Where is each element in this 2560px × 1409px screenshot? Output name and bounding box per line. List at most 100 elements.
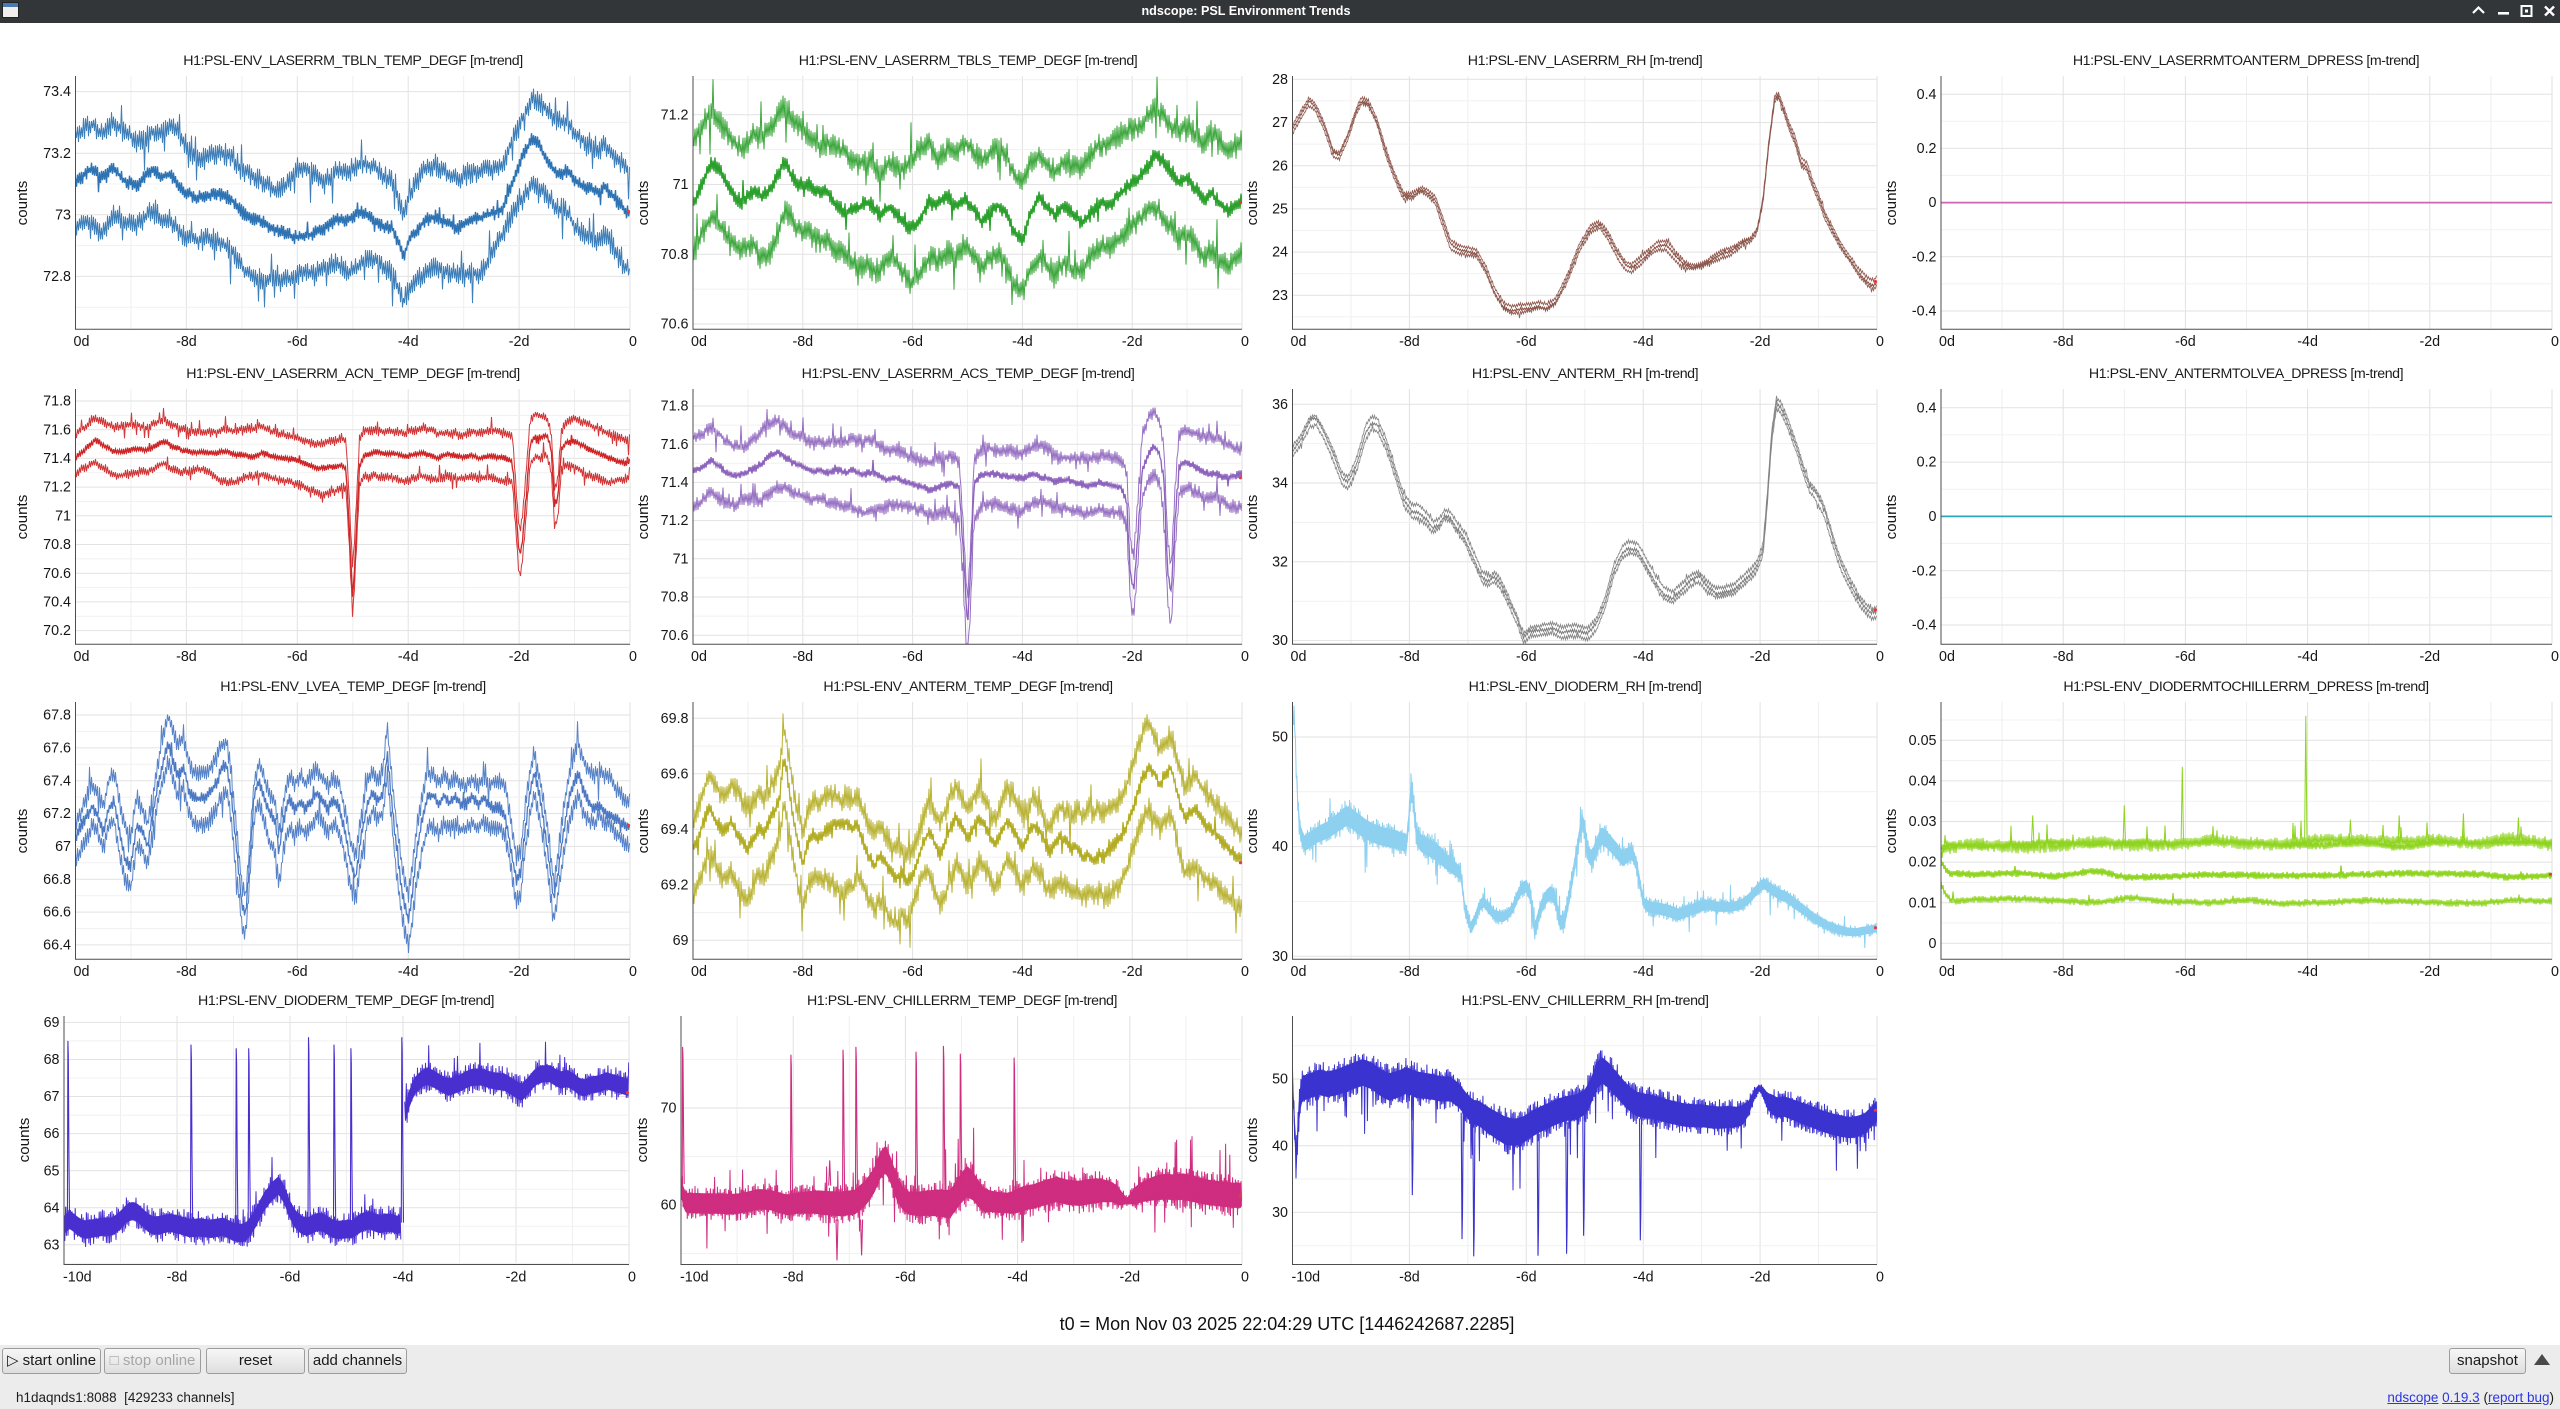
svg-text:-4d: -4d — [398, 334, 419, 350]
svg-text:0d: 0d — [1939, 649, 1955, 665]
svg-text:73.4: 73.4 — [43, 84, 71, 100]
svg-text:-6d: -6d — [895, 1270, 916, 1286]
svg-text:-4d: -4d — [1012, 334, 1033, 350]
svg-text:0: 0 — [1876, 649, 1884, 665]
svg-text:67.6: 67.6 — [43, 741, 71, 757]
svg-text:25: 25 — [1272, 202, 1288, 218]
svg-text:23: 23 — [1272, 288, 1288, 304]
svg-text:H1:PSL-ENV_CHILLERRM_RH [m-tre: H1:PSL-ENV_CHILLERRM_RH [m-trend] — [1462, 993, 1709, 1009]
svg-text:71.8: 71.8 — [661, 399, 689, 415]
svg-text:0: 0 — [1876, 1270, 1884, 1286]
svg-text:t0 = Mon Nov 03 2025 22:04:29: t0 = Mon Nov 03 2025 22:04:29 UTC [14462… — [1060, 1314, 1515, 1334]
svg-text:-6d: -6d — [287, 649, 308, 665]
svg-text:69.8: 69.8 — [661, 711, 689, 727]
svg-text:-10d: -10d — [63, 1270, 92, 1286]
svg-text:H1:PSL-ENV_CHILLERRM_TEMP_DEGF: H1:PSL-ENV_CHILLERRM_TEMP_DEGF [m-trend] — [807, 993, 1117, 1009]
svg-text:-2d: -2d — [2419, 964, 2440, 980]
svg-text:0: 0 — [629, 334, 637, 350]
svg-text:-0.2: -0.2 — [1912, 563, 1937, 579]
svg-text:36: 36 — [1272, 397, 1288, 413]
svg-text:70.8: 70.8 — [661, 247, 689, 263]
svg-text:counts: counts — [16, 1117, 33, 1162]
svg-text:-4d: -4d — [1012, 649, 1033, 665]
svg-text:67.4: 67.4 — [43, 773, 71, 789]
svg-text:50: 50 — [1272, 730, 1288, 746]
svg-text:0.04: 0.04 — [1909, 774, 1937, 790]
svg-text:0: 0 — [1241, 334, 1249, 350]
svg-text:70: 70 — [661, 1101, 677, 1117]
svg-text:67: 67 — [44, 1089, 60, 1105]
svg-text:-2d: -2d — [1122, 334, 1143, 350]
svg-text:71: 71 — [673, 177, 689, 193]
svg-text:-8d: -8d — [176, 649, 197, 665]
svg-text:32: 32 — [1272, 554, 1288, 570]
svg-text:69: 69 — [44, 1015, 60, 1031]
svg-text:73: 73 — [55, 207, 71, 223]
svg-text:-6d: -6d — [902, 334, 923, 350]
svg-text:0d: 0d — [1291, 964, 1307, 980]
svg-text:-8d: -8d — [1399, 649, 1420, 665]
svg-text:-10d: -10d — [1292, 1270, 1321, 1286]
svg-text:71: 71 — [673, 551, 689, 567]
svg-text:-2d: -2d — [509, 649, 530, 665]
svg-text:counts: counts — [1244, 180, 1261, 225]
svg-text:-6d: -6d — [1516, 649, 1537, 665]
svg-text:0d: 0d — [691, 334, 707, 350]
svg-text:-8d: -8d — [792, 334, 813, 350]
svg-text:0d: 0d — [1939, 334, 1955, 350]
svg-text:0: 0 — [1876, 334, 1884, 350]
svg-text:-0.2: -0.2 — [1912, 249, 1937, 265]
svg-text:73.2: 73.2 — [43, 146, 71, 162]
svg-text:-8d: -8d — [1399, 964, 1420, 980]
svg-text:counts: counts — [635, 494, 652, 539]
svg-text:-8d: -8d — [792, 964, 813, 980]
svg-text:71.6: 71.6 — [661, 437, 689, 453]
svg-text:64: 64 — [44, 1200, 60, 1216]
svg-text:0.05: 0.05 — [1909, 733, 1937, 749]
svg-text:0.2: 0.2 — [1917, 141, 1937, 157]
svg-text:H1:PSL-ENV_ANTERMTOLVEA_DPRESS: H1:PSL-ENV_ANTERMTOLVEA_DPRESS [m-trend] — [2089, 366, 2403, 382]
svg-text:65: 65 — [44, 1163, 60, 1179]
svg-text:0: 0 — [1929, 936, 1937, 952]
svg-text:-4d: -4d — [1633, 1270, 1654, 1286]
svg-text:0: 0 — [2551, 334, 2559, 350]
svg-text:70.2: 70.2 — [43, 623, 71, 639]
svg-text:-6d: -6d — [2175, 649, 2196, 665]
svg-text:H1:PSL-ENV_DIODERMTOCHILLERRM_: H1:PSL-ENV_DIODERMTOCHILLERRM_DPRESS [m-… — [2063, 679, 2428, 695]
svg-text:71.8: 71.8 — [43, 394, 71, 410]
svg-text:-6d: -6d — [1516, 1270, 1537, 1286]
svg-text:30: 30 — [1272, 633, 1288, 649]
svg-text:-6d: -6d — [902, 649, 923, 665]
svg-text:67.2: 67.2 — [43, 806, 71, 822]
svg-text:0d: 0d — [691, 964, 707, 980]
svg-text:0: 0 — [2551, 964, 2559, 980]
svg-text:-8d: -8d — [2053, 649, 2074, 665]
svg-text:0d: 0d — [691, 649, 707, 665]
svg-text:71.4: 71.4 — [43, 451, 71, 467]
svg-text:-6d: -6d — [287, 964, 308, 980]
svg-text:counts: counts — [634, 1117, 651, 1162]
svg-text:-8d: -8d — [176, 334, 197, 350]
svg-text:-8d: -8d — [167, 1270, 188, 1286]
svg-text:66.8: 66.8 — [43, 872, 71, 888]
svg-text:-2d: -2d — [506, 1270, 527, 1286]
svg-text:-8d: -8d — [1399, 1270, 1420, 1286]
svg-text:-4d: -4d — [2297, 649, 2318, 665]
svg-text:0: 0 — [1241, 964, 1249, 980]
svg-text:40: 40 — [1272, 839, 1288, 855]
svg-text:-4d: -4d — [1007, 1270, 1028, 1286]
svg-text:71.4: 71.4 — [661, 475, 689, 491]
svg-text:0.2: 0.2 — [1917, 455, 1937, 471]
svg-text:counts: counts — [14, 494, 31, 539]
svg-text:0: 0 — [1241, 649, 1249, 665]
svg-text:70.6: 70.6 — [43, 566, 71, 582]
svg-text:H1:PSL-ENV_LASERRM_TBLS_TEMP_D: H1:PSL-ENV_LASERRM_TBLS_TEMP_DEGF [m-tre… — [799, 53, 1138, 69]
svg-text:28: 28 — [1272, 72, 1288, 88]
svg-text:-2d: -2d — [1122, 649, 1143, 665]
svg-text:counts: counts — [635, 180, 652, 225]
svg-text:H1:PSL-ENV_ANTERM_RH [m-trend]: H1:PSL-ENV_ANTERM_RH [m-trend] — [1472, 366, 1698, 382]
svg-text:67: 67 — [55, 839, 71, 855]
svg-text:-2d: -2d — [1750, 649, 1771, 665]
svg-text:-2d: -2d — [1750, 334, 1771, 350]
svg-text:-8d: -8d — [176, 964, 197, 980]
